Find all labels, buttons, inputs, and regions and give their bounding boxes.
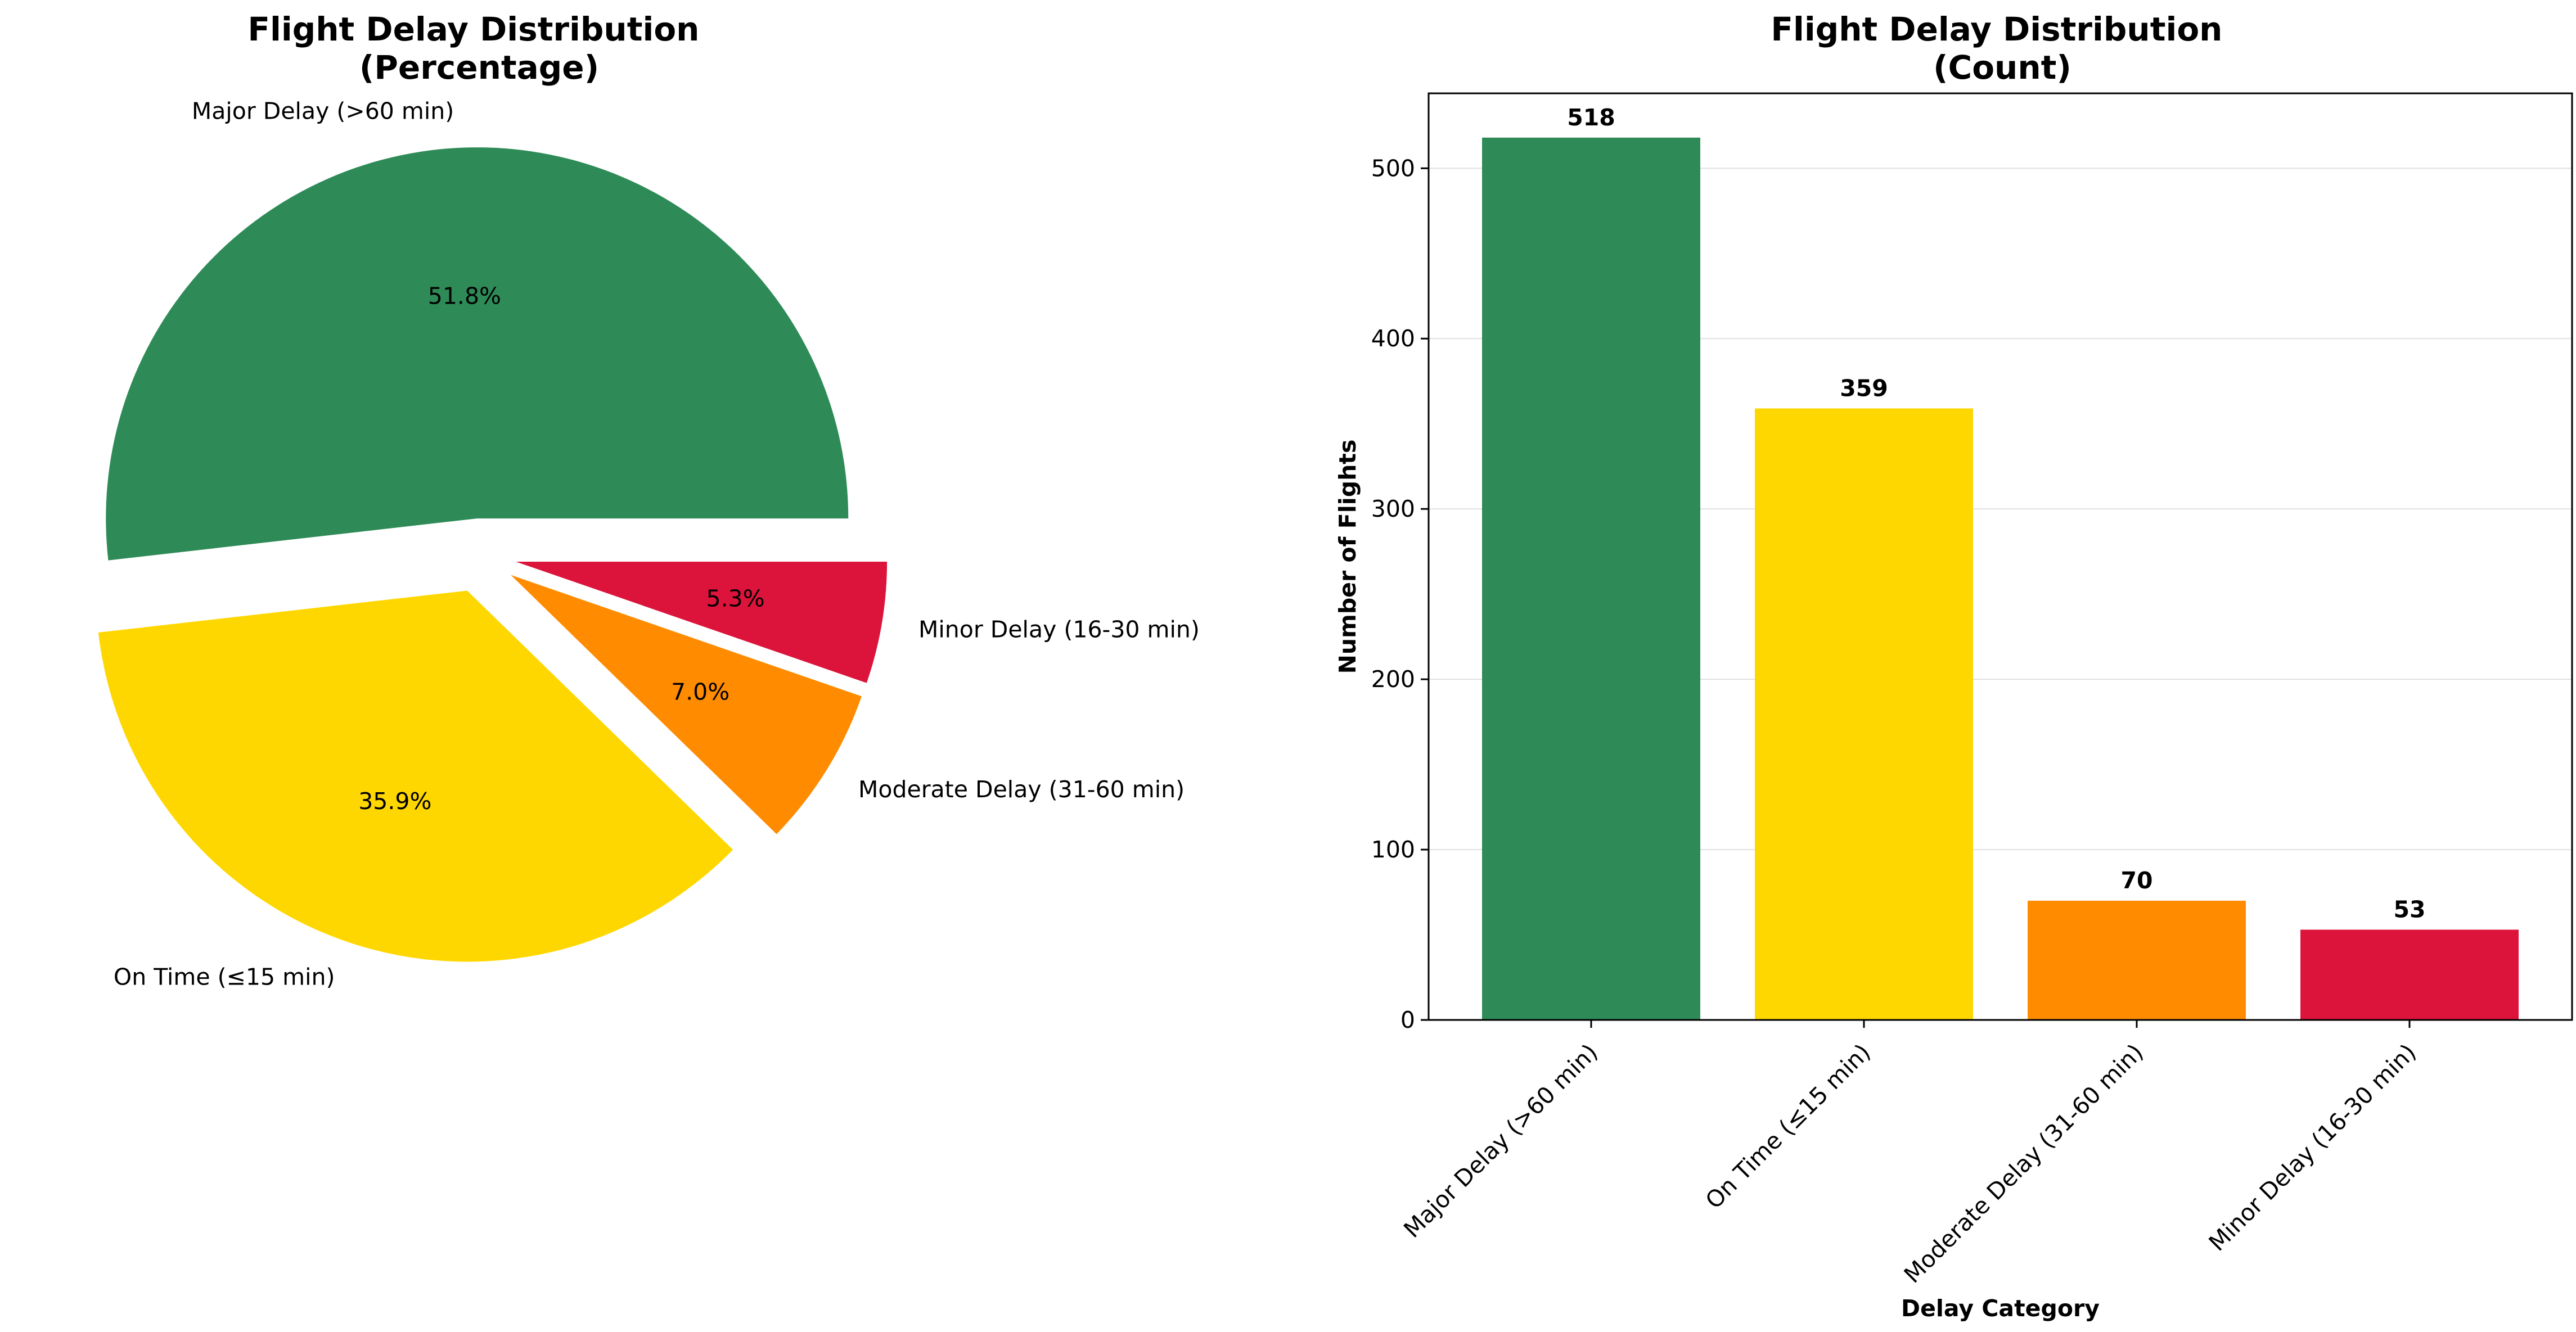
pie-slice-moderate-delay-31-60-min xyxy=(511,575,862,834)
plot-frame xyxy=(1427,92,2573,1021)
y-tick-label: 400 xyxy=(1371,325,1415,352)
pie-slices xyxy=(98,147,888,962)
bar-chart-panel: Flight Delay Distribution (Count) 518 359… xyxy=(1334,10,2573,1322)
bars xyxy=(1482,137,2519,1021)
y-tick-label: 0 xyxy=(1400,1006,1415,1033)
bar-axes xyxy=(1427,92,2573,1021)
bar-title-line-2: (Count) xyxy=(1933,48,2071,87)
pie-percent-label: 51.8% xyxy=(428,283,501,310)
x-tick-label: Minor Delay (16-30 min) xyxy=(2204,1038,2421,1256)
bar-value-label: 70 xyxy=(2120,867,2152,894)
y-axis-label: Number of Flights xyxy=(1334,440,1361,674)
bar-value-label: 359 xyxy=(1840,374,1888,401)
pie-percent-label: 5.3% xyxy=(706,585,765,612)
bar-value-label: 53 xyxy=(2393,896,2425,923)
pie-slice-on-time-15-min xyxy=(98,590,733,962)
pie-category-label: Minor Delay (16-30 min) xyxy=(918,616,1200,643)
pie-chart-panel: Flight Delay Distribution (Percentage) 5… xyxy=(98,10,1200,990)
pie-category-label: Major Delay (>60 min) xyxy=(192,97,454,124)
pie-title-line-1: Flight Delay Distribution xyxy=(247,10,699,48)
pie-category-label: On Time (≤15 min) xyxy=(114,963,335,990)
bar-on-time-15-min xyxy=(1755,408,1973,1020)
pie-labels: 51.8% Major Delay (>60 min) 35.9% On Time (… xyxy=(114,97,1200,990)
x-tick-label: On Time (≤15 min) xyxy=(1700,1038,1876,1214)
x-tick-label: Major Delay (>60 min) xyxy=(1398,1038,1603,1243)
bar-major-delay-60-min xyxy=(1482,137,1700,1021)
pie-title-line-2: (Percentage) xyxy=(359,48,599,87)
x-tick-label: Moderate Delay (31-60 min) xyxy=(1899,1038,2149,1288)
bar-moderate-delay-31-60-min xyxy=(2028,900,2246,1020)
pie-slice-minor-delay-16-30-min xyxy=(516,561,888,683)
y-tick-label: 500 xyxy=(1371,155,1415,182)
bar-value-label: 518 xyxy=(1567,104,1615,131)
y-tick-label: 200 xyxy=(1371,666,1415,693)
bar-title-line-1: Flight Delay Distribution xyxy=(1771,10,2222,48)
pie-slice-major-delay-60-min xyxy=(106,147,849,561)
pie-percent-label: 7.0% xyxy=(671,679,729,706)
pie-category-label: Moderate Delay (31-60 min) xyxy=(858,776,1185,803)
y-tick-label: 300 xyxy=(1371,495,1415,522)
y-tick-label: 100 xyxy=(1371,836,1415,863)
bar-title: Flight Delay Distribution (Count) xyxy=(1771,10,2233,87)
bar-minor-delay-16-30-min xyxy=(2300,929,2519,1020)
pie-percent-label: 35.9% xyxy=(358,788,431,815)
pie-title: Flight Delay Distribution (Percentage) xyxy=(247,10,710,87)
bar-value-labels: 518 359 70 53 xyxy=(1567,104,2425,923)
x-axis-label: Delay Category xyxy=(1901,1295,2100,1322)
